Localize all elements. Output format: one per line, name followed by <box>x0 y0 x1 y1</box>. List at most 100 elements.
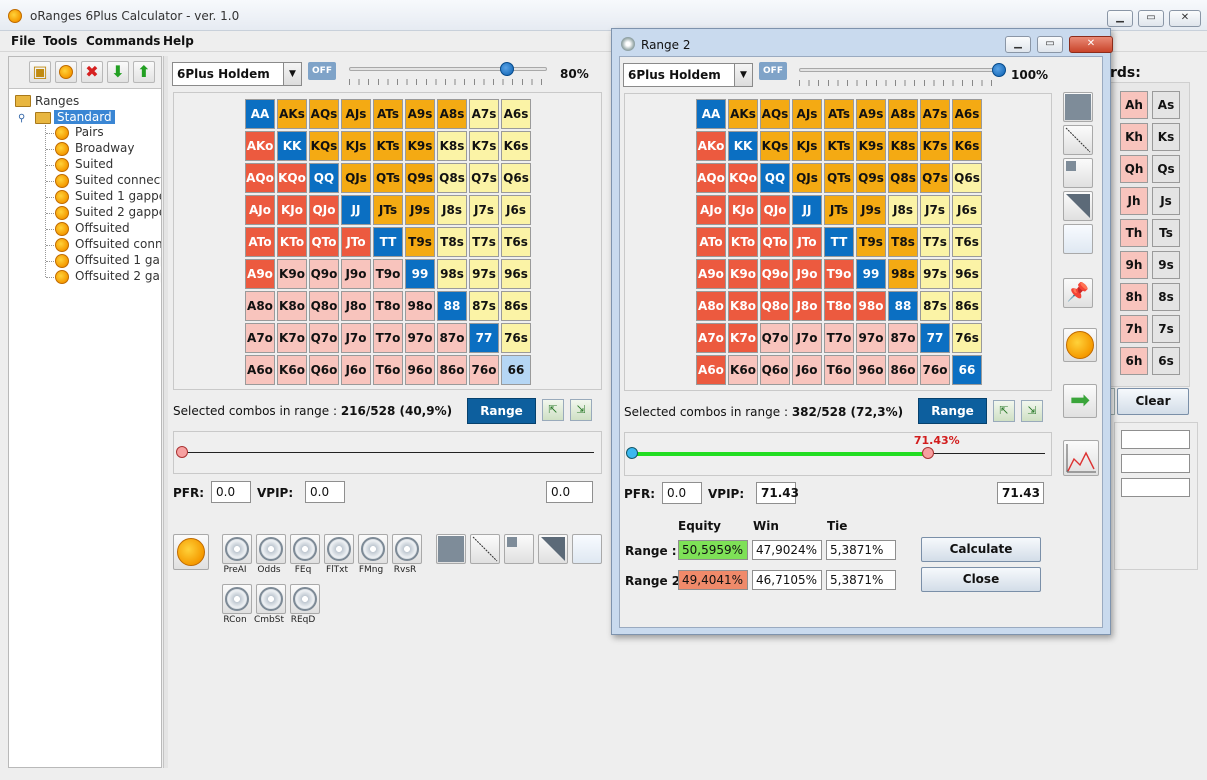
range2-hand-cell[interactable]: K7o <box>728 323 758 353</box>
range-hand-cell[interactable]: ATo <box>245 227 275 257</box>
tool-rvsr-button[interactable] <box>392 534 422 564</box>
range2-vpip-field[interactable]: 71.43 <box>756 482 799 504</box>
range2-hand-cell[interactable]: A6o <box>696 355 726 385</box>
range2-minimize-button[interactable]: ▁ <box>1005 36 1031 53</box>
triangle-icon[interactable] <box>538 534 568 564</box>
range2-slider-start-knob[interactable] <box>626 447 638 459</box>
range2-hand-cell[interactable]: QQ <box>760 163 790 193</box>
range2-hand-cell[interactable]: ATs <box>824 99 854 129</box>
range-hand-cell[interactable]: 87o <box>437 323 467 353</box>
range-hand-cell[interactable]: J8s <box>437 195 467 225</box>
range-hand-cell[interactable]: QQ <box>309 163 339 193</box>
range2-right-value-field[interactable]: 71.43 <box>997 482 1044 504</box>
range2-hand-cell[interactable]: 87o <box>888 323 918 353</box>
range-hand-cell[interactable]: JTs <box>373 195 403 225</box>
range-hand-cell[interactable]: T6s <box>501 227 531 257</box>
range2-hand-cell[interactable]: J6s <box>952 195 982 225</box>
range2-hand-cell[interactable]: 96o <box>856 355 886 385</box>
board-card[interactable]: Ts <box>1152 219 1180 247</box>
range2-pfr-field[interactable]: 0.0 <box>662 482 702 504</box>
range2-hand-cell[interactable]: A8o <box>696 291 726 321</box>
range-hand-cell[interactable]: 98o <box>405 291 435 321</box>
range2-hand-cell[interactable]: J6o <box>792 355 822 385</box>
range2-orange-icon[interactable] <box>1063 328 1097 362</box>
game-select[interactable]: 6Plus Holdem ▼ <box>172 62 302 86</box>
chart-icon[interactable] <box>1063 440 1099 476</box>
range2-hand-cell[interactable]: 99 <box>856 259 886 289</box>
range2-hand-cell[interactable]: 66 <box>952 355 982 385</box>
range2-hand-cell[interactable]: KQs <box>760 131 790 161</box>
range-hand-cell[interactable]: AJs <box>341 99 371 129</box>
range2-hand-cell[interactable]: KQo <box>728 163 758 193</box>
range-hand-cell[interactable]: A8o <box>245 291 275 321</box>
range2-hand-cell[interactable]: AKo <box>696 131 726 161</box>
range2-hand-cell[interactable]: Q6s <box>952 163 982 193</box>
range-hand-cell[interactable]: Q7s <box>469 163 499 193</box>
range-hand-cell[interactable]: A9o <box>245 259 275 289</box>
tree-item[interactable]: Offsuited conne <box>75 237 161 251</box>
pfr-field[interactable]: 0.0 <box>211 481 251 503</box>
range2-hand-cell[interactable]: T6s <box>952 227 982 257</box>
range2-hand-cell[interactable]: T6o <box>824 355 854 385</box>
tool-feq-button[interactable] <box>290 534 320 564</box>
board-card[interactable]: Qh <box>1120 155 1148 183</box>
board-card[interactable]: Kh <box>1120 123 1148 151</box>
range2-equity-field[interactable]: 49,4041% <box>678 570 748 590</box>
corner-square-icon[interactable] <box>504 534 534 564</box>
range2-hand-cell[interactable]: K8o <box>728 291 758 321</box>
vpip-field[interactable]: 0.0 <box>305 481 345 503</box>
range-equity-field[interactable]: 50,5959% <box>678 540 748 560</box>
arrow-right-icon[interactable]: ➡ <box>1063 384 1097 418</box>
range2-slider-end-knob[interactable] <box>921 447 934 459</box>
range-hand-cell[interactable]: J6s <box>501 195 531 225</box>
range-hand-cell[interactable]: AQs <box>309 99 339 129</box>
range-hand-cell[interactable]: AQo <box>245 163 275 193</box>
range2-hand-cell[interactable]: A7o <box>696 323 726 353</box>
import-icon[interactable]: ⇱ <box>542 399 564 421</box>
range2-diagonal-line-icon[interactable] <box>1063 125 1093 155</box>
range-hand-cell[interactable]: JTo <box>341 227 371 257</box>
range-hand-cell[interactable]: J6o <box>341 355 371 385</box>
range2-hand-cell[interactable]: AJo <box>696 195 726 225</box>
range2-hand-cell[interactable]: 96s <box>952 259 982 289</box>
range2-hand-cell[interactable]: T8s <box>888 227 918 257</box>
range2-hand-cell[interactable]: J7s <box>920 195 950 225</box>
range-hand-cell[interactable]: J7s <box>469 195 499 225</box>
range2-percent-slider-track[interactable] <box>799 68 999 72</box>
range-hand-cell[interactable]: T8o <box>373 291 403 321</box>
range2-hand-cell[interactable]: Q8s <box>888 163 918 193</box>
range2-hand-cell[interactable]: KTo <box>728 227 758 257</box>
range-hand-cell[interactable]: 96s <box>501 259 531 289</box>
range-hand-cell[interactable]: K6o <box>277 355 307 385</box>
range-hand-cell[interactable]: Q8o <box>309 291 339 321</box>
pin-icon[interactable]: 📌 <box>1063 278 1093 308</box>
off-toggle[interactable]: OFF <box>308 62 336 80</box>
range2-hand-cell[interactable]: Q9o <box>760 259 790 289</box>
range-hand-cell[interactable]: J8o <box>341 291 371 321</box>
board-card[interactable]: 8h <box>1120 283 1148 311</box>
range2-hand-cell[interactable]: AJs <box>792 99 822 129</box>
range2-hand-cell[interactable]: AKs <box>728 99 758 129</box>
square-filled-icon[interactable] <box>436 534 466 564</box>
board-card[interactable]: 7h <box>1120 315 1148 343</box>
range-hand-cell[interactable]: A7o <box>245 323 275 353</box>
board-field-3[interactable] <box>1121 478 1190 497</box>
range-hand-cell[interactable]: Q9o <box>309 259 339 289</box>
empty-square-icon[interactable] <box>572 534 602 564</box>
range-hand-cell[interactable]: J9s <box>405 195 435 225</box>
range2-hand-cell[interactable]: T8o <box>824 291 854 321</box>
range2-hand-cell[interactable]: K7s <box>920 131 950 161</box>
open-folder-icon[interactable]: ▣ <box>29 61 51 83</box>
range2-hand-cell[interactable]: A8s <box>888 99 918 129</box>
range2-hand-cell[interactable]: AQs <box>760 99 790 129</box>
tree-item[interactable]: Suited 1 gappe <box>75 189 161 203</box>
range-hand-cell[interactable]: A6s <box>501 99 531 129</box>
range-hand-cell[interactable]: K8s <box>437 131 467 161</box>
range-hand-cell[interactable]: KTs <box>373 131 403 161</box>
range-hand-cell[interactable]: 98s <box>437 259 467 289</box>
range2-maximize-button[interactable]: ▭ <box>1037 36 1063 53</box>
range-hand-cell[interactable]: K9o <box>277 259 307 289</box>
splitter[interactable] <box>163 56 168 768</box>
close-button[interactable]: Close <box>921 567 1041 592</box>
range2-hand-cell[interactable]: 76s <box>952 323 982 353</box>
